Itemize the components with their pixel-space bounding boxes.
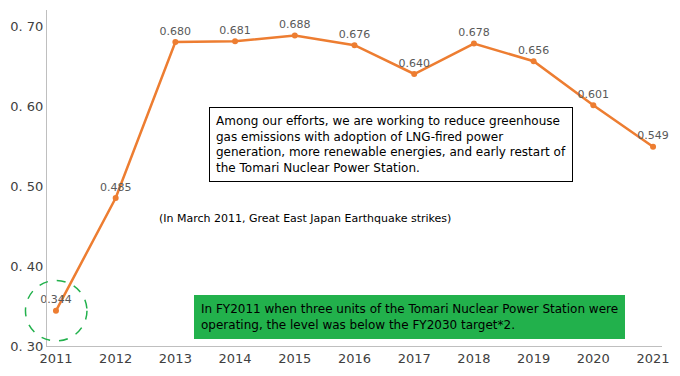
svg-text:In FY2011 when three units of: In FY2011 when three units of the Tomari… [201, 302, 618, 332]
svg-text:2016: 2016 [338, 351, 371, 366]
svg-text:2015: 2015 [278, 351, 311, 366]
svg-text:2013: 2013 [159, 351, 192, 366]
svg-text:2019: 2019 [517, 351, 550, 366]
svg-text:0.344: 0.344 [40, 293, 72, 306]
svg-text:(In March 2011, Great East Jap: (In March 2011, Great East Japan Earthqu… [159, 212, 451, 225]
svg-text:0.485: 0.485 [100, 181, 132, 194]
svg-text:0.549: 0.549 [637, 129, 669, 142]
svg-text:0. 40: 0. 40 [10, 259, 43, 274]
svg-text:2012: 2012 [99, 351, 132, 366]
svg-text:0. 50: 0. 50 [10, 179, 43, 194]
svg-text:2021: 2021 [636, 351, 669, 366]
svg-text:0. 70: 0. 70 [10, 19, 43, 34]
svg-text:2017: 2017 [398, 351, 431, 366]
svg-text:0.640: 0.640 [398, 57, 430, 70]
svg-text:2020: 2020 [577, 351, 610, 366]
svg-text:0. 30: 0. 30 [10, 339, 43, 354]
svg-text:Among our efforts, we are work: Among our efforts, we are working to red… [216, 114, 566, 175]
svg-text:0.676: 0.676 [339, 28, 371, 41]
svg-text:0.601: 0.601 [578, 88, 610, 101]
svg-text:0. 60: 0. 60 [10, 99, 43, 114]
svg-text:0.688: 0.688 [279, 18, 311, 31]
svg-text:2018: 2018 [457, 351, 490, 366]
svg-text:0.678: 0.678 [458, 26, 490, 39]
svg-text:2011: 2011 [39, 351, 72, 366]
svg-text:0.680: 0.680 [160, 25, 192, 38]
svg-text:2014: 2014 [219, 351, 252, 366]
svg-text:0.681: 0.681 [219, 24, 251, 37]
svg-text:0.656: 0.656 [518, 44, 550, 57]
